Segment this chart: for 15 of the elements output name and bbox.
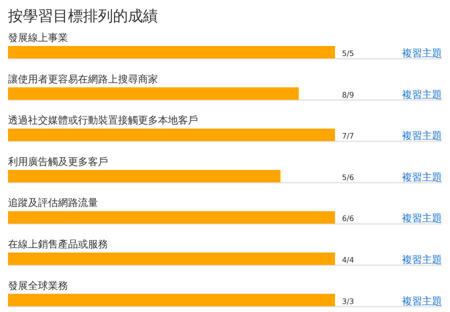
text: 複習主題: [402, 130, 442, 142]
text: 複習主題: [402, 88, 442, 101]
y-tick-label: 在線上銷售產品或服務: [8, 238, 108, 250]
y-tick-label: 透過社交媒體或行動裝置接觸更多本地客戶: [8, 114, 198, 127]
text: 複習主題: [402, 171, 442, 184]
y-tick-label: 發展線上事業: [8, 32, 68, 44]
y-tick-label: 利用廣告觸及更多客戶: [8, 156, 108, 168]
y-tick-label: 追蹤及評估網路流量: [8, 197, 98, 210]
text: 複習主題: [402, 295, 442, 308]
text: 複習主題: [402, 212, 442, 225]
chart-title: 按學習目標排列的成績: [8, 7, 158, 25]
text: 複習主題: [402, 48, 442, 60]
text: 複習主題: [402, 254, 442, 266]
y-tick-label: 發展全球業務: [8, 280, 68, 292]
y-tick-label: 讓使用者更容易在網路上搜尋商家: [8, 73, 158, 86]
